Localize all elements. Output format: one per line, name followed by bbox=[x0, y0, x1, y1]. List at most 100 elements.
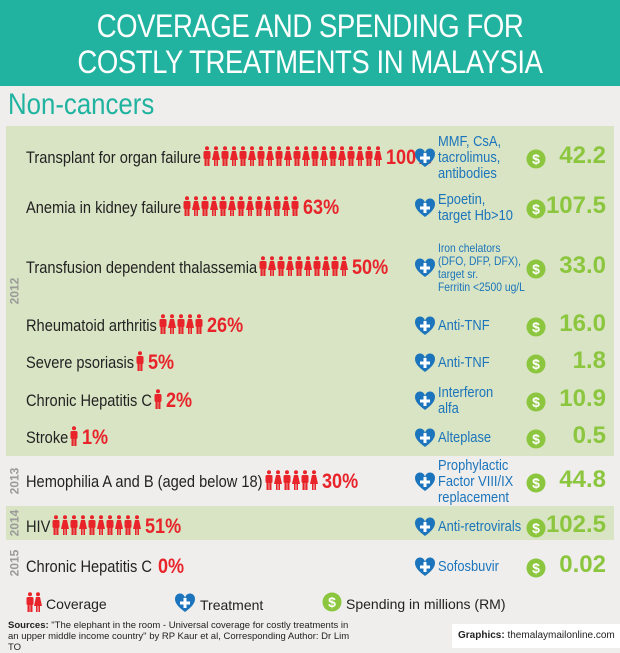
person-icon bbox=[133, 514, 142, 540]
legend-spending: $ Spending in millions (RM) bbox=[322, 592, 506, 615]
spending-value: 107.5 bbox=[545, 192, 606, 219]
treatment-label: Alteplase bbox=[438, 429, 492, 446]
spending-value: 42.2 bbox=[559, 142, 606, 169]
dollar-coin-icon: $ bbox=[526, 149, 546, 174]
svg-text:$: $ bbox=[532, 475, 540, 491]
svg-text:$: $ bbox=[532, 431, 540, 447]
table-row: Chronic Hepatitis C 2% Interferon alfa $ 1… bbox=[26, 381, 606, 421]
svg-text:$: $ bbox=[532, 520, 540, 536]
person-icon bbox=[195, 313, 203, 339]
person-icon bbox=[212, 145, 221, 171]
table-row: Transfusion dependent thalassemia 50% Iro… bbox=[26, 242, 606, 294]
dollar-coin-icon: $ bbox=[526, 392, 546, 417]
person-icon bbox=[291, 469, 300, 495]
condition-label: Transfusion dependent thalassemia bbox=[26, 258, 258, 277]
person-icon bbox=[61, 514, 70, 540]
dollar-coin-icon: $ bbox=[526, 199, 546, 224]
person-icon bbox=[374, 145, 383, 171]
coverage-pictogram bbox=[159, 313, 203, 339]
svg-text:$: $ bbox=[532, 394, 540, 410]
dollar-coin-icon: $ bbox=[526, 259, 546, 284]
person-icon bbox=[124, 514, 132, 540]
person-icon bbox=[136, 350, 144, 376]
header-banner: COVERAGE AND SPENDING FOR COSTLY TREATME… bbox=[0, 0, 620, 86]
coverage-percent: 51% bbox=[145, 515, 182, 538]
coverage-pictogram bbox=[265, 469, 318, 495]
condition-label: Rheumatoid arthritis bbox=[26, 316, 157, 335]
coverage-percent: 5% bbox=[148, 351, 175, 374]
treatment-label: MMF, CsA, tacrolimus, antibodies bbox=[438, 133, 502, 182]
person-icon bbox=[239, 145, 247, 171]
sources-note: Sources: "The elephant in the room - Uni… bbox=[8, 620, 350, 653]
condition-label: Anemia in kidney failure bbox=[26, 198, 182, 217]
person-icon bbox=[192, 195, 201, 221]
heart-plus-icon bbox=[414, 516, 436, 543]
svg-text:$: $ bbox=[532, 560, 540, 576]
person-icon bbox=[265, 469, 273, 495]
treatment-label: Sofosbuvir bbox=[438, 558, 499, 575]
person-icon bbox=[282, 195, 291, 221]
legend-treatment: Treatment bbox=[174, 592, 263, 617]
table-row: Rheumatoid arthritis 26% Anti-TNF $ 16.0 bbox=[26, 306, 606, 346]
svg-text:$: $ bbox=[532, 319, 540, 335]
person-icon bbox=[347, 145, 355, 171]
person-icon bbox=[277, 255, 285, 281]
svg-text:$: $ bbox=[532, 261, 540, 277]
dollar-coin-icon: $ bbox=[526, 429, 546, 454]
table-row: Anemia in kidney failure 63% Epoetin, targ… bbox=[26, 188, 606, 228]
person-icon bbox=[70, 425, 78, 451]
treatment-label: Epoetin, target Hb>10 bbox=[438, 191, 513, 224]
person-icon bbox=[302, 145, 311, 171]
spending-value: 102.5 bbox=[545, 511, 606, 538]
table-row: Hemophilia A and B (aged below 18) 30% Pr… bbox=[26, 458, 606, 506]
svg-text:$: $ bbox=[532, 356, 540, 372]
person-icon bbox=[177, 313, 185, 339]
table-row: Chronic Hepatitis C 0% Sofosbuvir $ 0.02 bbox=[26, 547, 606, 587]
spending-value: 10.9 bbox=[559, 385, 606, 412]
condition-label: Stroke bbox=[26, 428, 69, 447]
condition-label: HIV bbox=[26, 517, 51, 536]
coverage-pictogram bbox=[154, 388, 162, 414]
heart-plus-icon bbox=[414, 471, 436, 498]
person-icon bbox=[88, 514, 96, 540]
person-icon bbox=[237, 195, 245, 221]
person-icon bbox=[266, 145, 275, 171]
person-icon bbox=[329, 145, 337, 171]
person-icon bbox=[304, 255, 313, 281]
person-icon bbox=[259, 255, 267, 281]
person-icon bbox=[291, 195, 299, 221]
person-icon bbox=[97, 514, 106, 540]
spending-value: 33.0 bbox=[559, 252, 606, 279]
person-icon bbox=[295, 255, 303, 281]
coverage-percent: 26% bbox=[206, 314, 244, 337]
person-icon bbox=[154, 388, 162, 414]
person-icon bbox=[284, 145, 293, 171]
treatment-label: Iron chelators (DFO, DFP, DFX), target sr.… bbox=[438, 241, 525, 294]
coverage-pictogram bbox=[136, 350, 144, 376]
coverage-percent: 1% bbox=[82, 426, 109, 449]
person-icon bbox=[26, 592, 42, 615]
person-icon bbox=[309, 469, 318, 495]
coverage-percent: 30% bbox=[321, 470, 358, 493]
person-icon bbox=[301, 469, 309, 495]
coverage-pictogram bbox=[70, 425, 78, 451]
heart-plus-icon bbox=[414, 352, 436, 379]
spending-value: 44.8 bbox=[559, 466, 606, 493]
person-icon bbox=[219, 195, 227, 221]
dollar-coin-icon: $ bbox=[526, 518, 546, 543]
person-icon bbox=[283, 469, 291, 495]
table-row: HIV 51% Anti-retrovirals $ 102.5 bbox=[26, 507, 606, 547]
legend-coverage: Coverage bbox=[26, 592, 107, 615]
person-icon bbox=[203, 145, 211, 171]
heart-plus-icon bbox=[414, 390, 436, 417]
person-icon bbox=[106, 514, 114, 540]
person-icon bbox=[293, 145, 301, 171]
svg-text:$: $ bbox=[532, 201, 540, 217]
graphics-credit: Graphics: themalaymailonline.com bbox=[452, 624, 620, 648]
person-icon bbox=[365, 145, 373, 171]
title-line-2: COSTLY TREATMENTS IN MALAYSIA bbox=[77, 44, 543, 80]
coverage-pictogram bbox=[259, 255, 349, 281]
person-icon bbox=[248, 145, 257, 171]
person-icon bbox=[268, 255, 277, 281]
spending-value: 0.5 bbox=[572, 422, 606, 449]
